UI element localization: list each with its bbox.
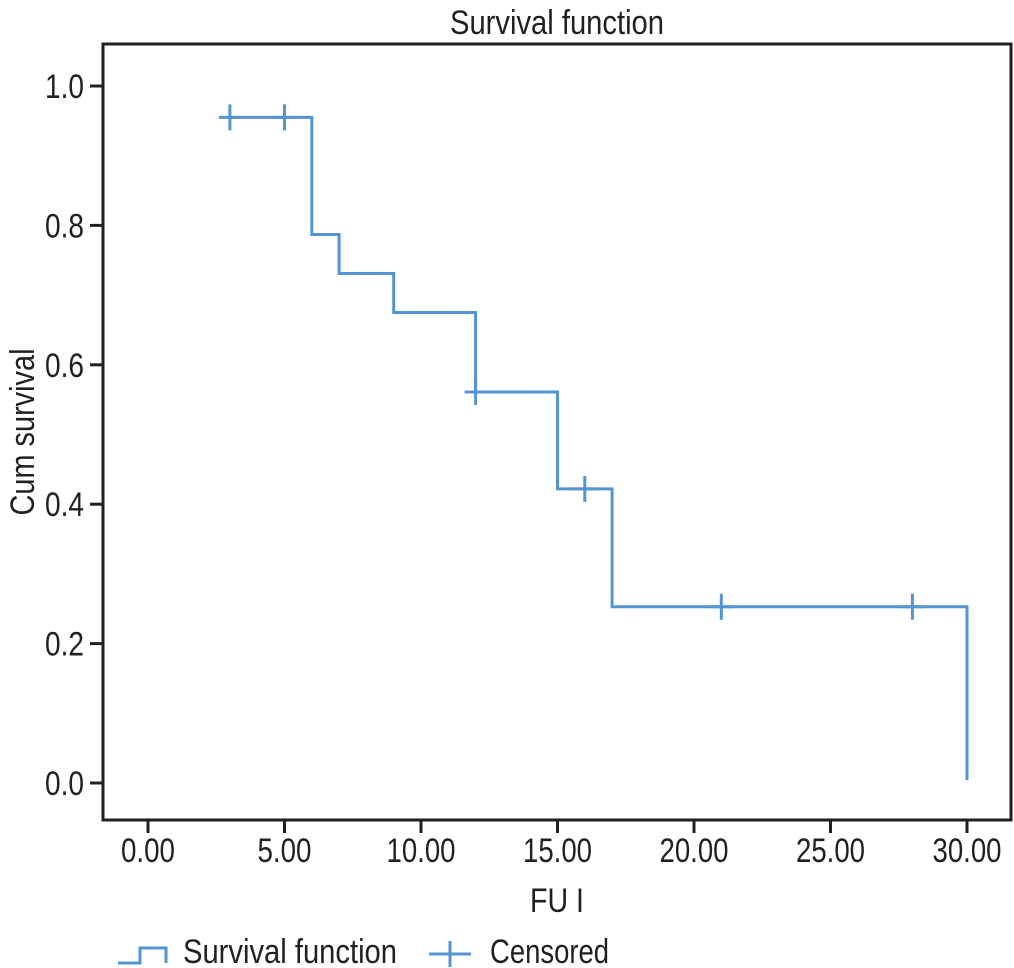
x-axis-label: FU I [530,882,584,920]
censored-markers [218,104,924,620]
x-tick-label: 5.00 [258,832,312,870]
x-tick-label: 15.00 [523,832,592,870]
y-tick-label: 0.2 [45,626,84,664]
y-axis-label: Cum survival [4,349,42,516]
x-tick-label: 10.00 [387,832,456,870]
legend-label-censored: Censored [490,933,609,968]
survival-step-curve [229,115,969,781]
x-tick-label: 0.00 [121,832,175,870]
plus-icon [429,941,471,967]
x-tick-label: 30.00 [933,832,1002,870]
x-axis-ticks: 0.00 5.00 10.00 15.00 20.00 25.00 30.00 [121,820,1002,870]
y-tick-label: 0.4 [45,486,84,524]
y-tick-label: 0.0 [45,765,84,803]
legend: Survival function Censored [118,933,609,968]
y-tick-label: 1.0 [45,68,84,106]
chart-title: Survival function [450,4,664,42]
legend-label-survival-function: Survival function [183,933,397,968]
y-tick-label: 0.6 [45,347,84,385]
step-line-icon [118,946,168,965]
y-tick-label: 0.8 [45,207,84,245]
x-tick-label: 25.00 [796,832,865,870]
y-axis-ticks: 0.0 0.2 0.4 0.6 0.8 1.0 [45,68,103,803]
x-tick-label: 20.00 [660,832,729,870]
